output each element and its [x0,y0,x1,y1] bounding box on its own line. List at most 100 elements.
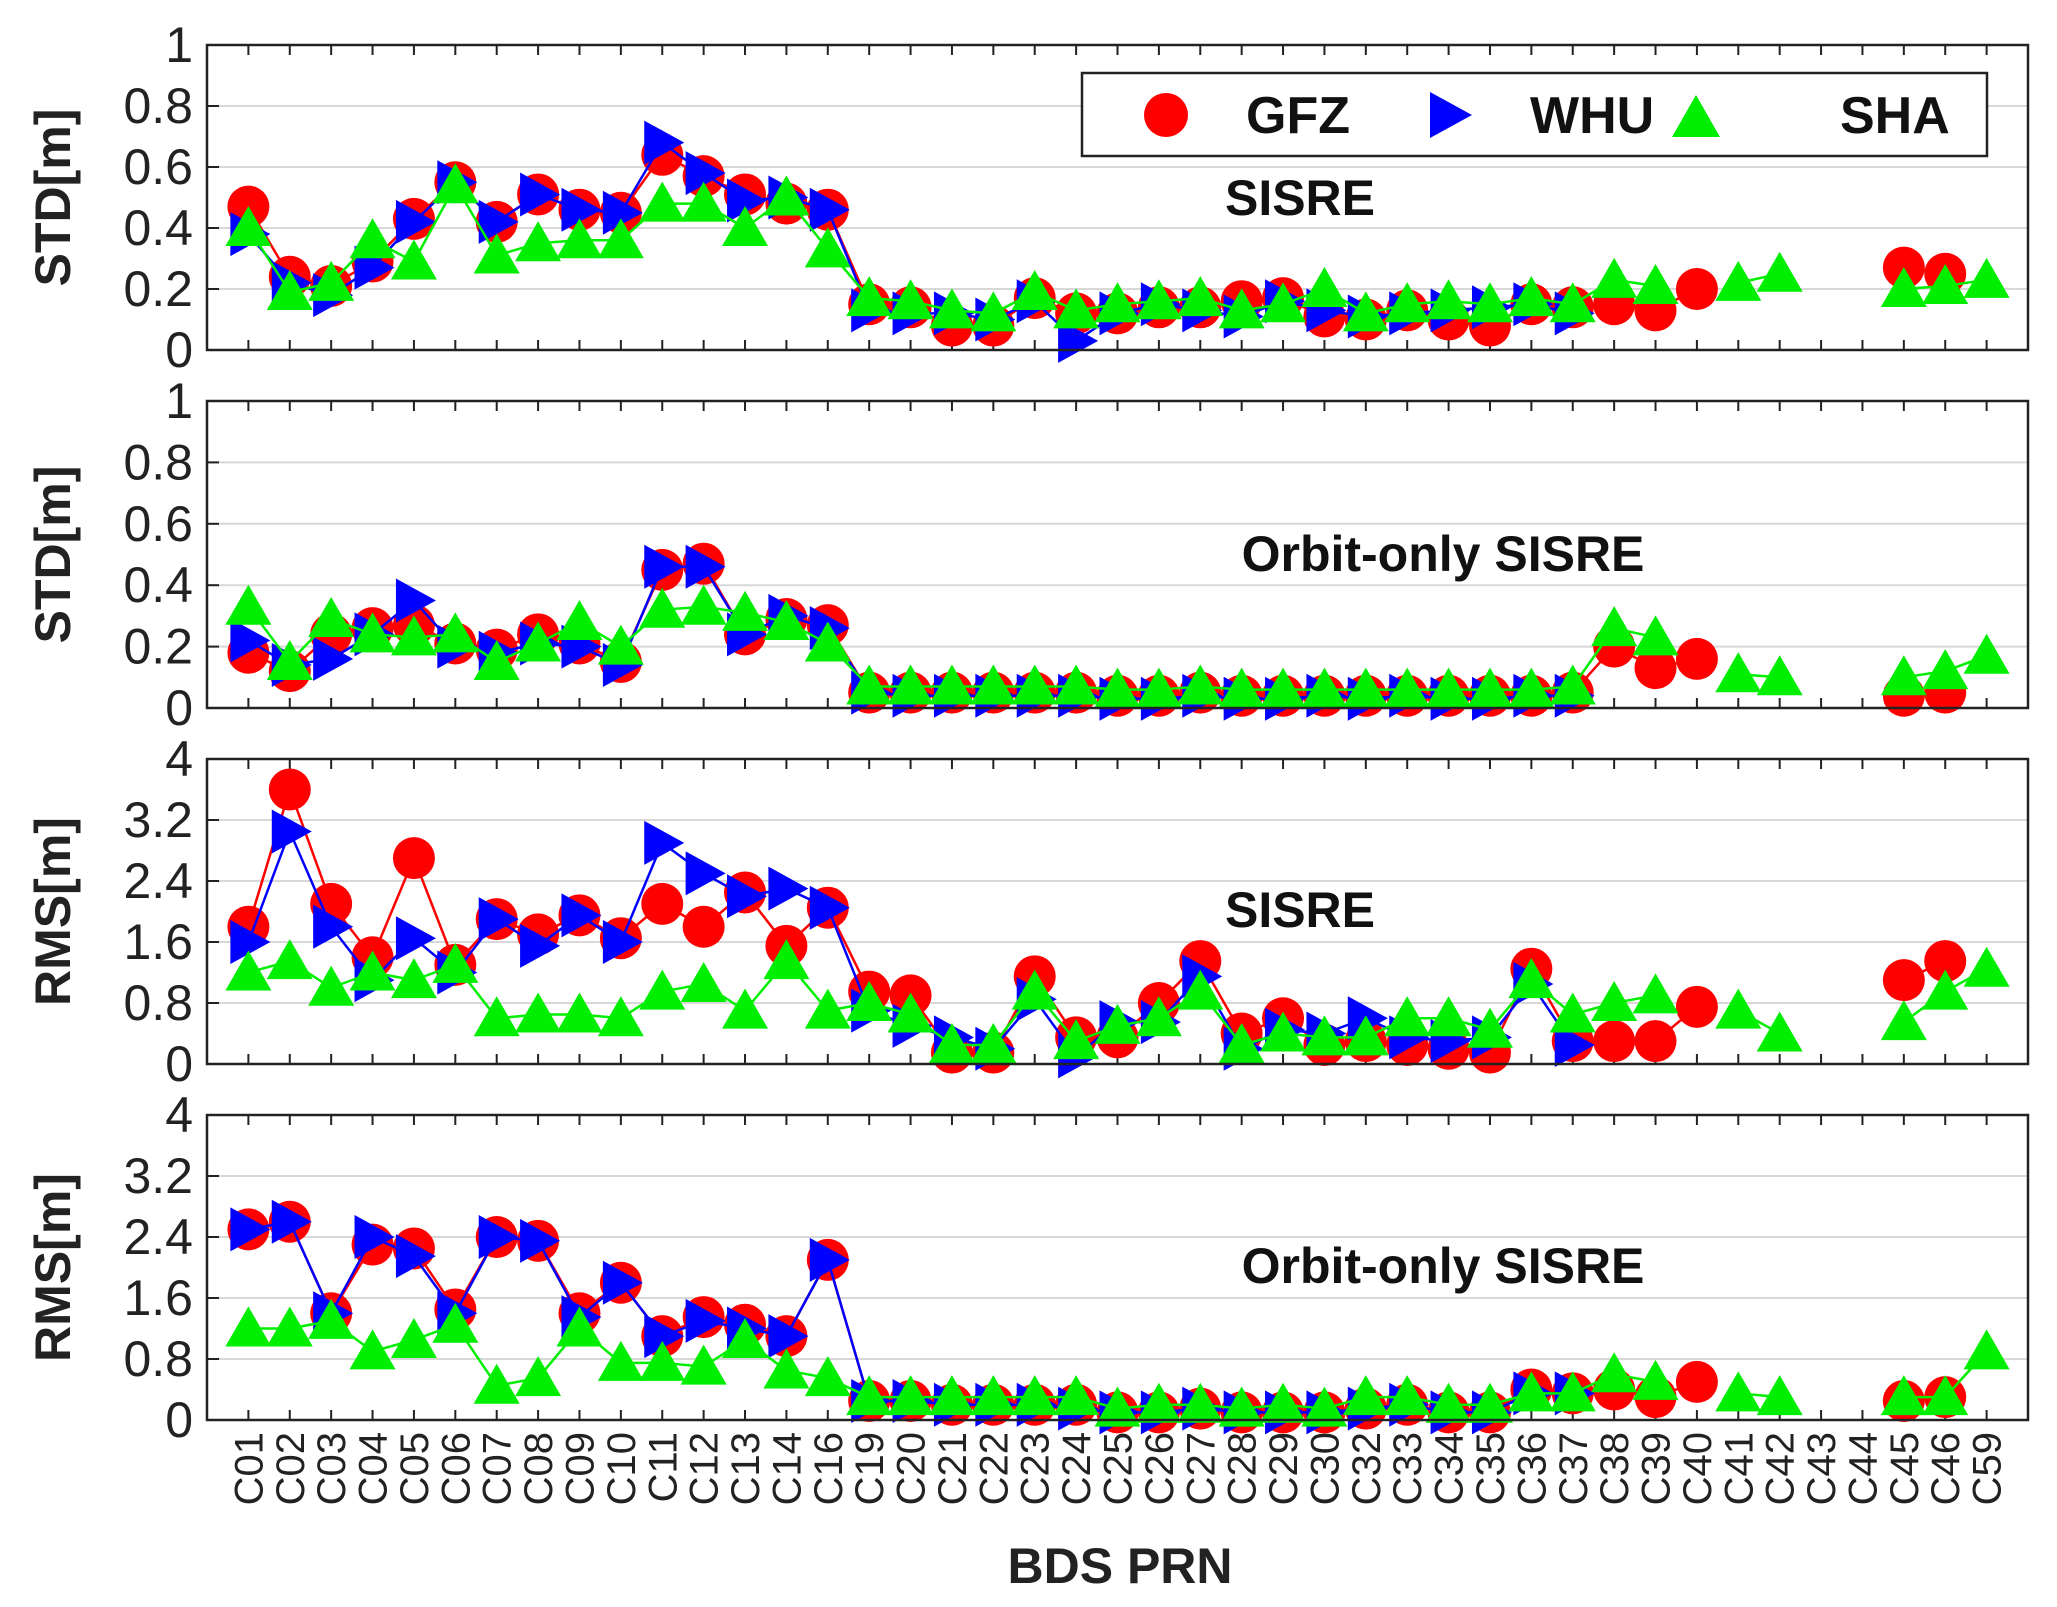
data-point-sha [390,958,437,999]
data-point-gfz [641,882,684,925]
data-point-sha [1342,291,1389,332]
data-point-sha [473,1363,520,1404]
x-tick-label: C01 [227,1432,271,1505]
data-point-sha [804,227,851,268]
data-point-sha [1632,615,1679,656]
data-point-whu [685,851,726,896]
data-point-whu [561,187,602,232]
data-point-sha [225,584,272,625]
y-tick-label: 0.6 [123,496,193,552]
data-point-sha [928,288,975,329]
x-tick-label: C28 [1221,1432,1265,1505]
data-point-sha [1053,1019,1100,1060]
x-tick-label: C19 [848,1432,892,1505]
data-point-sha [1508,1371,1555,1412]
data-point-whu [685,151,726,196]
data-point-sha [1591,257,1638,298]
x-tick-label: C06 [434,1432,478,1505]
data-point-sha [349,612,396,653]
x-tick-label: C09 [558,1432,602,1505]
x-tick-label: C11 [641,1432,685,1502]
data-point-sha [349,1329,396,1370]
x-tick-label: C37 [1552,1432,1596,1505]
data-point-sha [1880,267,1927,307]
data-point-sha [680,961,727,1002]
x-tick-label: C41 [1717,1432,1761,1505]
y-tick-label: 1 [165,373,193,429]
data-point-sha [515,621,562,662]
x-tick-label: C21 [931,1432,975,1505]
panel-annotation: SISRE [1225,882,1375,938]
data-point-sha [1466,1007,1513,1048]
data-point-whu [271,1199,312,1244]
data-point-sha [970,1375,1017,1416]
data-point-whu [520,923,561,968]
data-point-sha [1425,996,1472,1037]
y-tick-label: 2.4 [123,1209,193,1265]
data-point-sha [1715,1371,1762,1412]
data-point-sha [308,596,355,637]
data-point-sha [1963,1329,2010,1370]
data-point-gfz [1675,1360,1718,1403]
data-point-whu [478,199,519,244]
data-point-whu [644,544,685,589]
data-point-sha [804,621,851,662]
plot-area [207,1115,2028,1420]
data-point-sha [1384,996,1431,1037]
x-tick-label: C45 [1883,1432,1927,1505]
data-point-sha [722,590,769,631]
data-point-sha [1756,1375,1803,1416]
axes-frame [205,399,2030,710]
data-point-sha [432,1302,479,1343]
data-point-sha [1301,1386,1348,1427]
x-tick-label: C35 [1469,1432,1513,1505]
legend-sha-label: SHA [1840,87,1950,145]
y-tick-label: 0.8 [123,975,193,1031]
y-axis-label: STD[m] [25,466,81,644]
data-point-sha [1011,270,1058,311]
data-point-whu [354,1215,395,1259]
data-point-sha [1260,667,1307,708]
data-point-sha [1094,667,1141,708]
y-tick-label: 4 [165,731,193,787]
data-point-sha [1922,1375,1969,1416]
panel-annotation: Orbit-only SISRE [1242,526,1645,582]
x-axis-label: BDS PRN [1007,1538,1232,1594]
x-tick-label: C29 [1262,1432,1306,1505]
x-tick-label: C24 [1055,1432,1099,1505]
data-point-whu [685,544,726,589]
data-point-sha [1715,260,1762,301]
data-point-sha [1135,667,1182,708]
data-point-sha [515,221,562,262]
data-point-sha [1011,664,1058,705]
data-point-sha [1591,981,1638,1021]
data-point-gfz [1593,1020,1636,1063]
data-point-sha [763,939,810,980]
data-point-sha [887,992,934,1033]
y-tick-label: 2.4 [123,853,193,909]
data-point-sha [1053,664,1100,705]
data-point-sha [473,639,520,680]
y-tick-label: 0 [165,322,193,378]
x-tick-label: C34 [1428,1432,1472,1505]
legend-whu-marker [1430,92,1472,138]
y-tick-label: 1.6 [123,914,193,970]
data-point-sha [597,218,644,259]
x-tick-label: C02 [269,1432,313,1505]
data-point-sha [1301,667,1348,708]
x-tick-label: C20 [890,1432,934,1505]
data-point-sha [597,1340,644,1381]
data-point-whu [602,190,643,235]
x-tick-label: C08 [517,1432,561,1505]
data-point-sha [1135,996,1182,1037]
chart-panel-4: 00.81.62.43.24 RMS[m] Orbit-only SISRE [25,1087,2030,1448]
data-point-sha [1260,282,1307,323]
data-point-sha [1922,263,1969,304]
x-tick-label: C44 [1841,1432,1885,1505]
data-point-sha [1466,282,1513,323]
data-point-whu [395,1234,436,1279]
data-point-whu [313,636,354,681]
series-sha [225,1298,2010,1427]
data-point-sha [432,163,479,204]
